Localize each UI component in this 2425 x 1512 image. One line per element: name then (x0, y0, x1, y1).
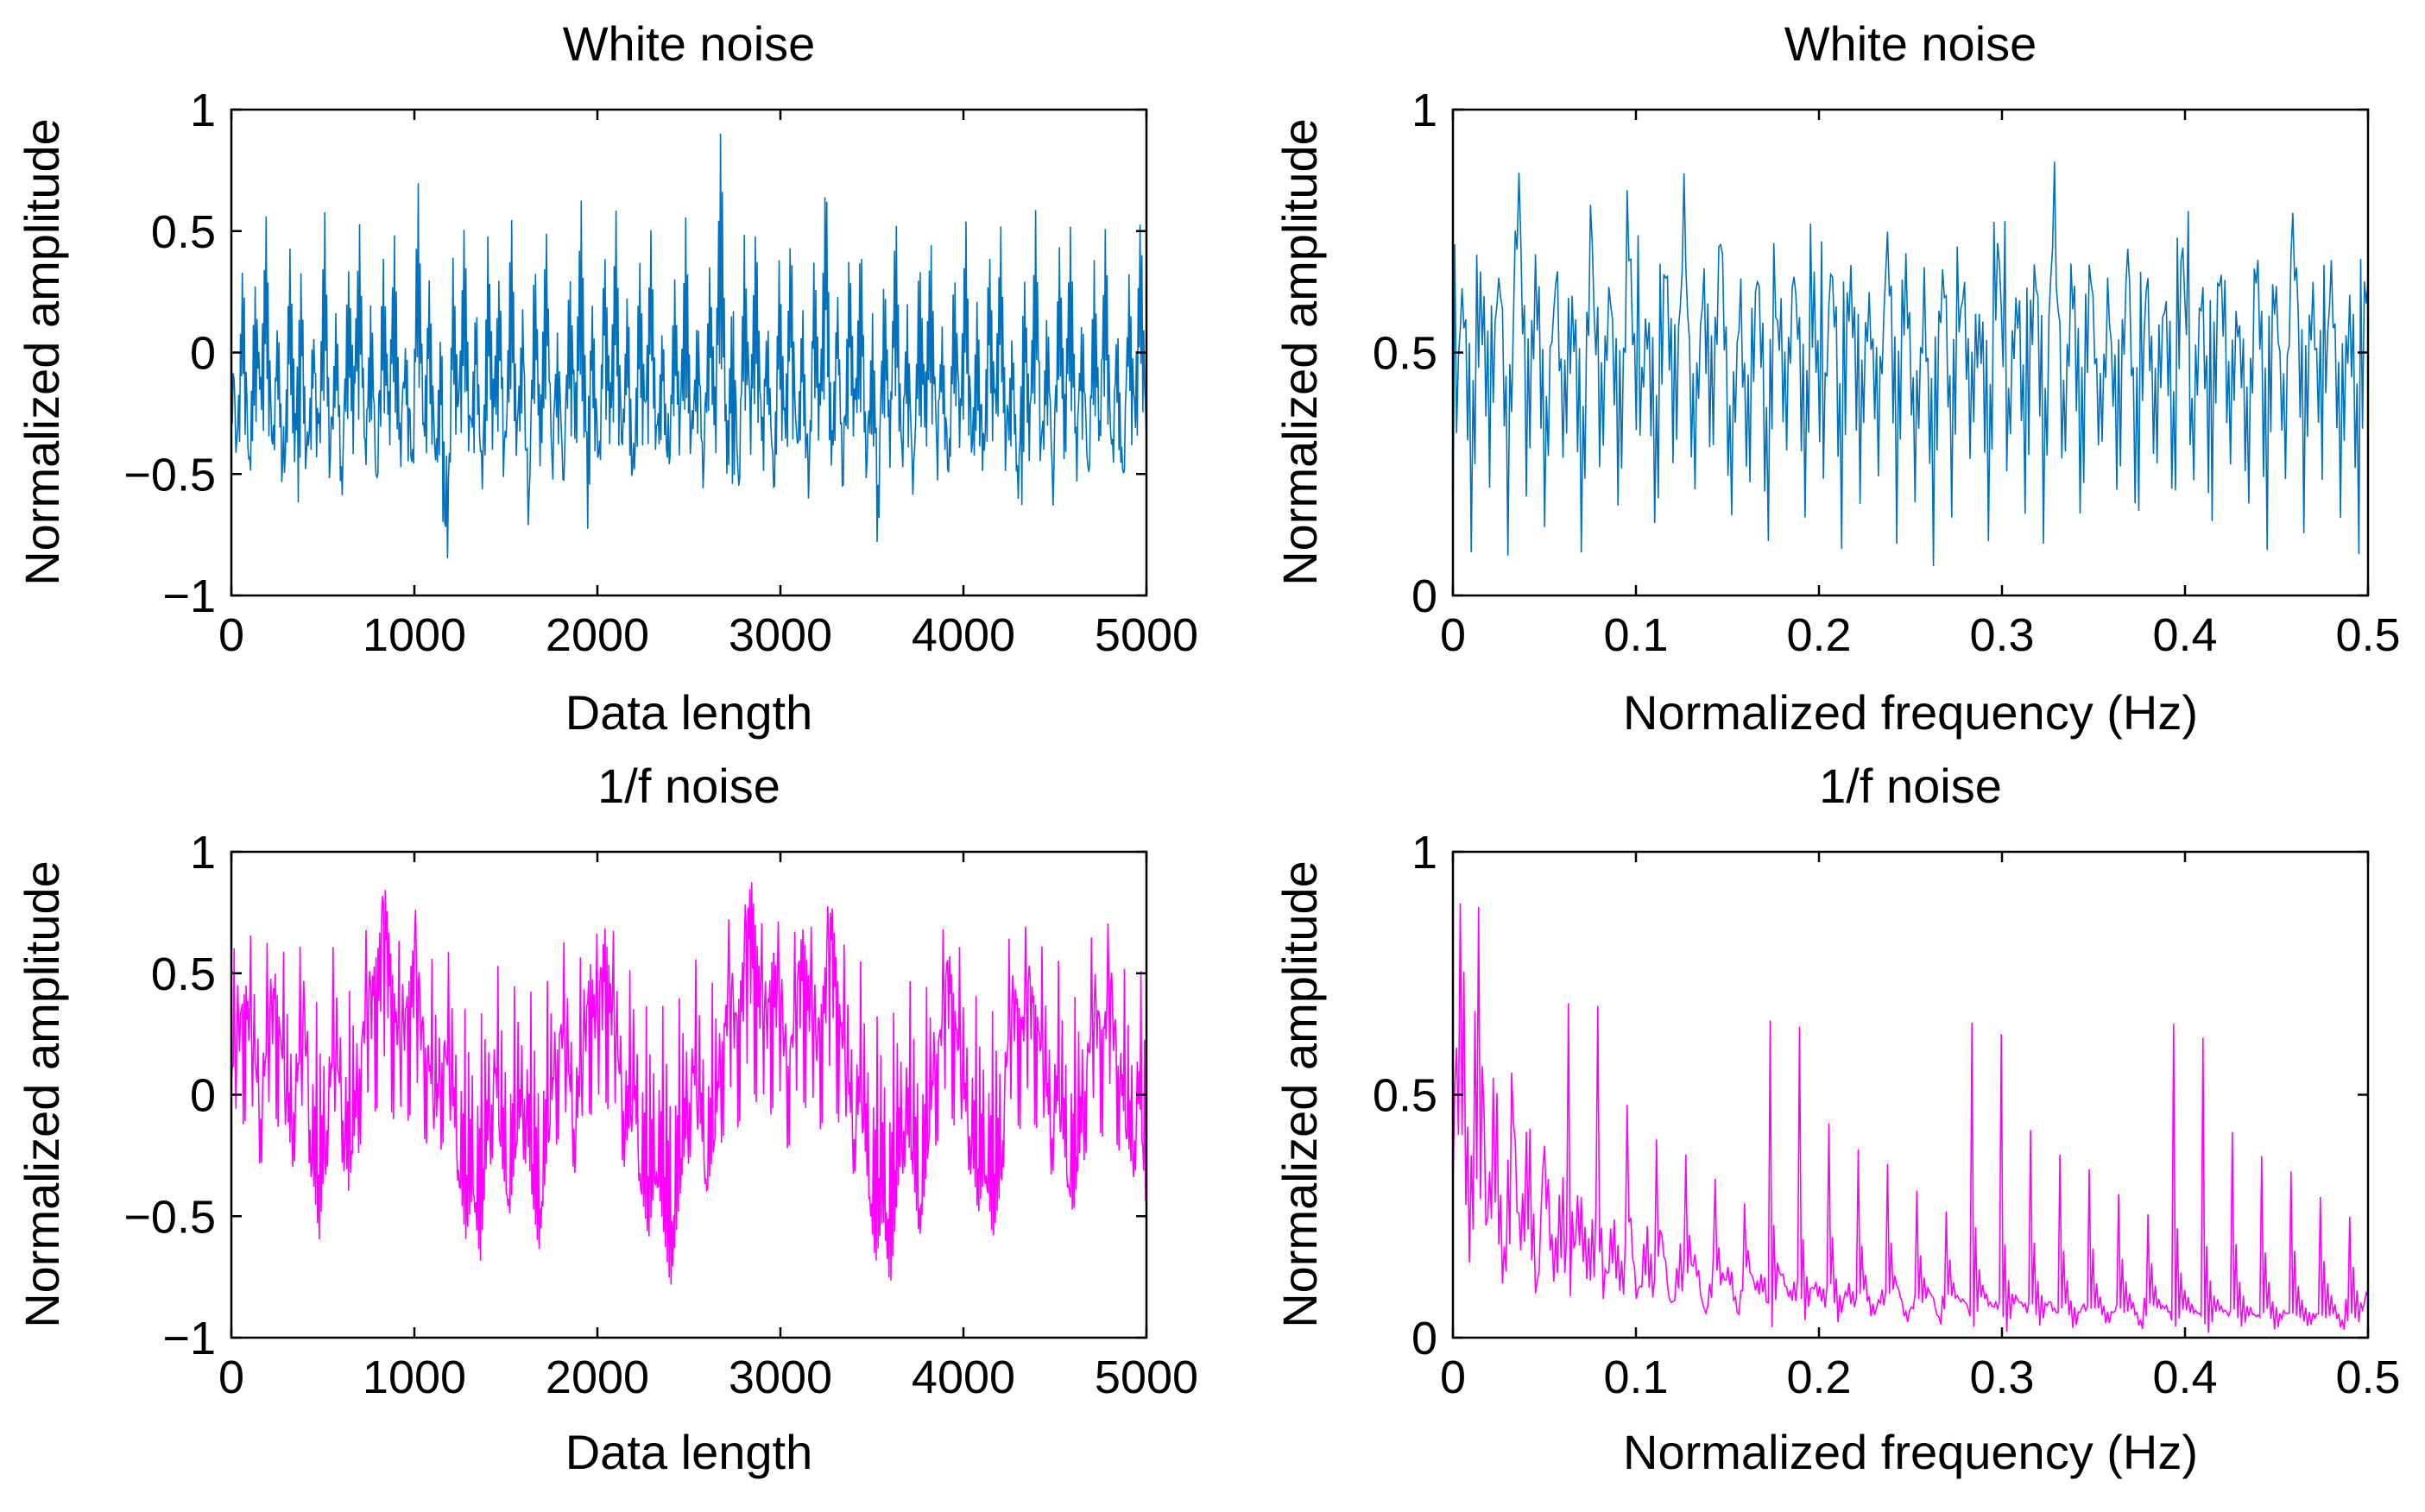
y-tick-label: −1 (162, 570, 216, 622)
series-line (231, 133, 1146, 558)
y-tick-label: 0 (1411, 570, 1437, 622)
series-line (1453, 903, 2368, 1333)
x-axis-label: Data length (565, 685, 812, 740)
axes-frame (230, 850, 1148, 1339)
subplot-white-noise-time: White noise Data length Normalized ampli… (15, 16, 1198, 740)
x-tick-label: 0.5 (2335, 1351, 2400, 1403)
chart-title: 1/f noise (1819, 759, 2002, 813)
x-tick-label: 0.3 (1969, 1351, 2034, 1403)
x-tick-label: 3000 (729, 1351, 832, 1403)
x-tick-label: 2000 (546, 1351, 649, 1403)
x-tick-label: 0.2 (1786, 1351, 1851, 1403)
y-tick-label: 0 (1411, 1313, 1437, 1364)
x-tick-label: 2000 (546, 609, 649, 661)
x-tick-label: 0.4 (2152, 1351, 2217, 1403)
chart-title: White noise (1784, 16, 2037, 71)
x-tick-label: 4000 (912, 609, 1015, 661)
x-tick-label: 0 (1440, 1351, 1466, 1403)
y-tick-label: 1 (1411, 827, 1437, 879)
axes-frame (230, 108, 1148, 597)
x-tick-label: 0 (1440, 609, 1466, 661)
y-tick-label: −1 (162, 1313, 216, 1364)
x-tick-label: 1000 (363, 609, 466, 661)
subplot-white-noise-spectrum: White noise Normalized frequency (Hz) No… (1272, 16, 2401, 740)
chart-title: White noise (563, 16, 816, 71)
y-axis-label: Normalized amplitude (1272, 860, 1327, 1328)
x-axis-label: Data length (565, 1425, 812, 1479)
chart-title: 1/f noise (597, 759, 780, 813)
x-tick-label: 0.1 (1603, 1351, 1668, 1403)
y-tick-label: 1 (190, 85, 216, 136)
y-tick-label: 0.5 (1373, 1070, 1437, 1122)
y-axis-label: Normalized amplitude (15, 860, 69, 1328)
y-axis-label: Normalized amplitude (1272, 118, 1327, 586)
x-tick-label: 0.3 (1969, 609, 2034, 661)
y-tick-label: 0.5 (1373, 328, 1437, 380)
y-tick-label: 1 (1411, 85, 1437, 136)
y-tick-label: −0.5 (123, 1191, 216, 1243)
y-tick-label: 0.5 (151, 948, 216, 1000)
x-tick-label: 3000 (729, 609, 832, 661)
series-line (1453, 161, 2368, 566)
subplot-pink-noise-spectrum: 1/f noise Normalized frequency (Hz) Norm… (1272, 759, 2401, 1479)
x-tick-label: 0 (218, 1351, 244, 1403)
x-tick-label: 0.4 (2152, 609, 2217, 661)
subplot-pink-noise-time: 1/f noise Data length Normalized amplitu… (15, 759, 1198, 1479)
y-tick-label: 0.5 (151, 206, 216, 258)
x-tick-label: 4000 (912, 1351, 1015, 1403)
x-tick-label: 5000 (1095, 1351, 1198, 1403)
y-tick-label: −0.5 (123, 449, 216, 501)
y-axis-label: Normalized amplitude (15, 118, 69, 586)
x-tick-label: 0.2 (1786, 609, 1851, 661)
x-axis-label: Normalized frequency (Hz) (1623, 685, 2198, 740)
series-line (231, 882, 1146, 1285)
y-tick-label: 0 (190, 328, 216, 380)
x-tick-label: 0.1 (1603, 609, 1668, 661)
x-axis-label: Normalized frequency (Hz) (1623, 1425, 2198, 1479)
x-tick-label: 0 (218, 609, 244, 661)
x-tick-label: 0.5 (2335, 609, 2400, 661)
x-tick-label: 1000 (363, 1351, 466, 1403)
y-tick-label: 1 (190, 827, 216, 879)
y-tick-label: 0 (190, 1070, 216, 1122)
x-tick-label: 5000 (1095, 609, 1198, 661)
